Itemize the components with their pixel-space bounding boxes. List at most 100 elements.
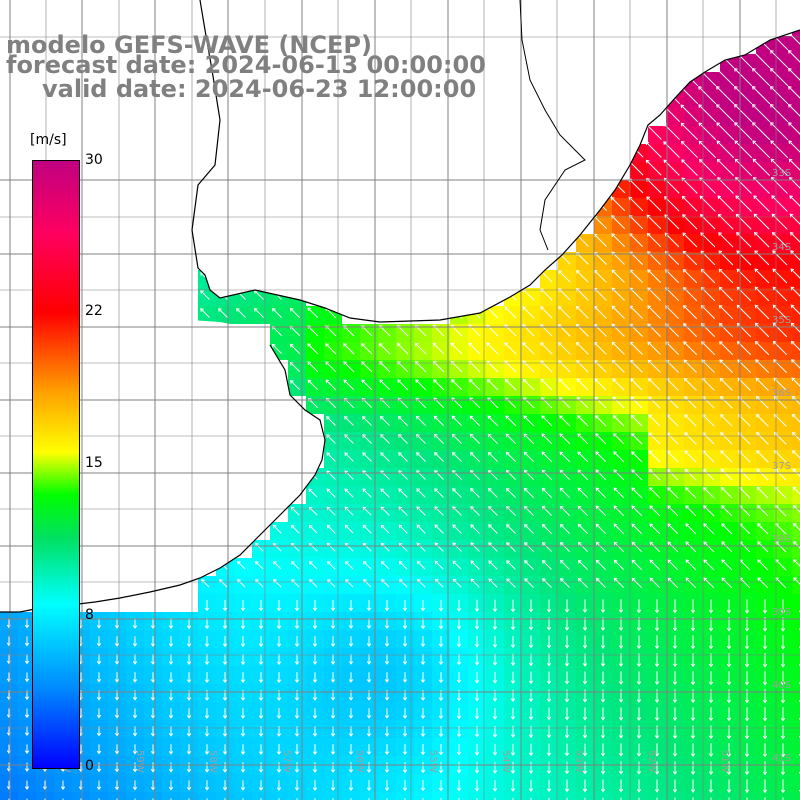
wind-arrow	[577, 487, 589, 499]
wind-arrow-head	[772, 304, 777, 309]
wind-arrow-head	[600, 609, 606, 614]
wind-arrow	[290, 308, 300, 318]
wind-arrow-head	[672, 663, 678, 668]
wind-cell	[792, 396, 800, 414]
wind-arrow-head	[618, 770, 624, 775]
wind-arrow-head	[132, 697, 138, 701]
wind-arrow-head	[611, 215, 615, 219]
wind-arrow-head	[344, 452, 348, 456]
wind-arrow	[649, 469, 661, 481]
wind-arrow	[362, 488, 372, 498]
wind-arrow-head	[326, 452, 331, 457]
wind-arrow-head	[703, 577, 708, 582]
wind-arrow	[757, 523, 769, 535]
wind-arrow-head	[380, 434, 384, 438]
wind-arrow-head	[470, 488, 474, 492]
wind-arrow-head	[344, 416, 348, 420]
land-southwest	[0, 320, 325, 612]
wind-arrow-head	[416, 542, 421, 547]
wind-arrow-head	[738, 414, 742, 418]
wind-arrow-head	[384, 661, 390, 665]
wind-arrow-head	[398, 488, 403, 493]
wind-arrow	[272, 326, 282, 336]
wind-arrow-head	[618, 663, 624, 667]
wind-arrow-head	[362, 416, 366, 420]
wind-arrow	[506, 452, 517, 463]
land-mask	[0, 0, 800, 612]
wind-arrow-head	[114, 679, 120, 683]
wind-arrow	[593, 233, 607, 247]
wind-arrow	[613, 541, 625, 553]
wind-arrow	[344, 524, 354, 534]
wind-arrow	[434, 524, 444, 534]
wind-arrow	[595, 523, 607, 535]
wind-arrow-head	[186, 786, 192, 791]
wind-arrow-head	[793, 541, 797, 545]
wind-arrow-head	[168, 751, 174, 755]
wind-arrow	[701, 305, 716, 320]
wind-arrow-head	[492, 788, 498, 792]
wind-arrow-head	[414, 342, 419, 347]
wind-arrow-head	[645, 159, 650, 164]
wind-arrow	[649, 487, 661, 499]
wind-cell	[342, 792, 360, 800]
wind-arrow-head	[716, 140, 721, 145]
wind-arrow-head	[780, 628, 786, 632]
wind-cell	[486, 792, 504, 800]
wind-arrow-head	[559, 469, 564, 474]
wind-arrow-head	[576, 396, 581, 401]
wind-arrow	[720, 414, 733, 427]
wind-arrow-head	[434, 452, 438, 456]
wind-arrow	[790, 268, 800, 279]
wind-arrow-head	[577, 541, 582, 546]
wind-arrow-head	[222, 607, 228, 612]
wind-arrow-head	[114, 732, 120, 737]
wind-arrow	[775, 559, 787, 571]
wind-arrow-head	[348, 661, 354, 665]
wind-arrow	[542, 488, 552, 498]
wind-arrow-head	[582, 681, 588, 685]
wind-arrow-head	[649, 505, 654, 510]
wind-arrow-head	[772, 286, 777, 291]
wind-arrow	[542, 578, 552, 588]
wind-cell	[198, 792, 216, 800]
wind-arrow	[631, 559, 643, 571]
wind-arrow-head	[762, 753, 768, 758]
wind-arrow-head	[344, 524, 349, 529]
wind-cell	[666, 792, 684, 800]
wind-arrow-head	[258, 661, 264, 666]
wind-arrow	[379, 361, 391, 373]
wind-arrow-head	[240, 733, 246, 737]
wind-arrow-head	[345, 579, 349, 583]
wind-arrow	[683, 305, 698, 320]
wind-arrow-head	[204, 679, 210, 683]
wind-arrow-head	[420, 643, 426, 648]
wind-arrow	[754, 232, 770, 248]
wind-arrow-head	[680, 140, 685, 145]
wind-arrow-head	[762, 646, 768, 650]
wind-arrow	[647, 341, 661, 355]
wind-arrow-head	[330, 607, 336, 612]
wind-arrow	[416, 470, 426, 480]
wind-arrow-head	[200, 290, 204, 294]
wind-arrow-head	[469, 379, 473, 383]
wind-arrow-head	[780, 771, 786, 776]
wind-arrow-head	[559, 415, 563, 419]
wind-arrow	[611, 287, 625, 301]
wind-arrow-head	[791, 359, 795, 363]
wind-arrow	[488, 506, 498, 516]
wind-arrow-head	[255, 579, 259, 583]
wind-arrow	[631, 541, 643, 553]
wind-cell	[792, 468, 800, 486]
wind-arrow-head	[654, 699, 660, 703]
wind-arrow-head	[788, 122, 792, 126]
wind-arrow	[666, 396, 679, 409]
wind-arrow	[488, 452, 498, 462]
wind-arrow	[756, 468, 769, 481]
wind-arrow-head	[470, 524, 474, 528]
wind-cell	[792, 504, 800, 522]
wind-arrow-head	[523, 505, 528, 510]
wind-arrow	[398, 452, 408, 462]
wind-arrow-head	[470, 542, 475, 547]
wind-arrow	[613, 415, 625, 427]
